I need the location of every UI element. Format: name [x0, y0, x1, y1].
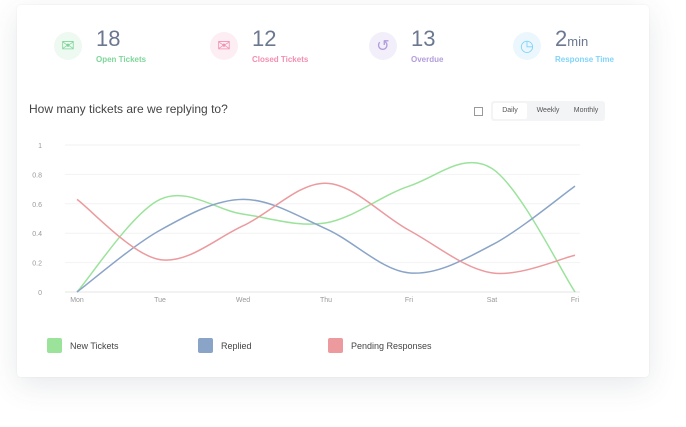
legend-item[interactable]: Replied — [198, 338, 252, 353]
legend-label: New Tickets — [70, 341, 119, 351]
x-tick-label: Thu — [320, 297, 332, 304]
legend-swatch — [328, 338, 343, 353]
legend-item[interactable]: New Tickets — [47, 338, 119, 353]
y-tick-label: 0.8 — [32, 172, 42, 179]
y-tick-label: 0 — [38, 290, 42, 297]
x-tick-label: Mon — [70, 297, 84, 304]
legend-label: Pending Responses — [351, 341, 432, 351]
legend-item[interactable]: Pending Responses — [328, 338, 432, 353]
y-tick-label: 0.4 — [32, 231, 42, 238]
series-line-replied — [77, 186, 575, 292]
series-line-new-tickets — [77, 163, 575, 292]
x-tick-label: Tue — [154, 297, 166, 304]
legend-swatch — [198, 338, 213, 353]
y-tick-label: 1 — [38, 143, 42, 150]
legend-label: Replied — [221, 341, 252, 351]
legend-swatch — [47, 338, 62, 353]
y-tick-label: 0.6 — [32, 202, 42, 209]
x-tick-label: Sat — [487, 297, 498, 304]
x-tick-label: Fri — [405, 297, 414, 304]
x-tick-label: Fri — [571, 297, 580, 304]
y-tick-label: 0.2 — [32, 261, 42, 268]
x-tick-label: Wed — [236, 297, 250, 304]
